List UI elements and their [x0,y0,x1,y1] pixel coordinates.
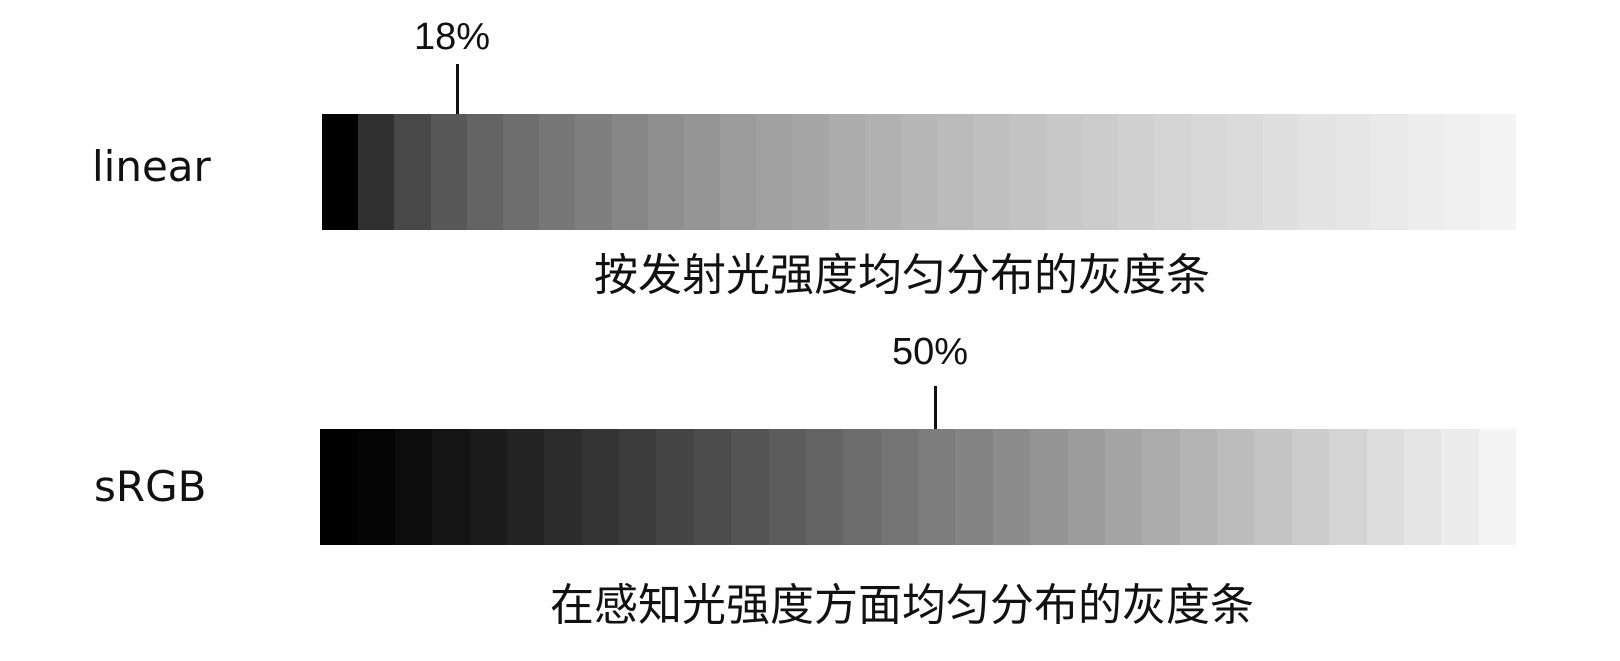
gray-swatch [619,429,657,545]
gray-swatch [1009,114,1046,230]
gray-swatch [1335,114,1372,230]
gray-swatch [430,114,467,230]
gray-swatch [955,429,993,545]
gray-swatch [828,114,865,230]
gray-swatch [466,114,503,230]
gray-swatch [1262,114,1300,230]
linear-caption: 按发射光强度均匀分布的灰度条 [594,250,1210,301]
gray-swatch [432,429,470,545]
gray-swatch [656,429,694,545]
gray-swatch [1190,114,1227,230]
gray-swatch [1030,429,1068,545]
arrow-shaft [934,386,937,444]
gray-swatch [1407,114,1444,230]
gray-swatch [320,429,358,545]
gray-swatch [506,429,545,545]
gray-swatch [647,114,684,230]
gray-swatch [1480,114,1517,230]
gray-swatch [611,114,648,230]
gray-swatch [683,114,721,230]
srgb-marker-label: 50% [892,331,969,373]
gray-swatch [539,114,576,230]
gray-swatch [1142,429,1180,545]
gray-swatch [1254,429,1292,545]
gray-swatch [1179,429,1217,545]
gray-swatch [1403,429,1442,545]
gray-swatch [1104,429,1143,545]
gray-swatch [1366,429,1404,545]
srgb-row-label: sRGB [94,462,207,511]
gray-swatch [693,429,732,545]
gray-swatch [581,429,619,545]
gray-swatch [901,114,938,230]
gray-swatch [575,114,612,230]
gray-swatch [973,114,1010,230]
gray-swatch [1118,114,1155,230]
gray-swatch [1154,114,1191,230]
gray-swatch [1291,429,1330,545]
gray-swatch [720,114,757,230]
gray-swatch [768,429,806,545]
linear-gradient-bar [322,114,1517,230]
gray-swatch [357,429,395,545]
gray-swatch [937,114,974,230]
gray-swatch [1443,114,1480,230]
gray-swatch [1217,429,1255,545]
gray-swatch [992,429,1031,545]
gray-swatch [1441,429,1479,545]
gray-swatch [358,114,395,230]
gray-swatch [1478,429,1516,545]
gray-swatch [322,114,359,230]
gray-swatch [880,429,918,545]
gray-swatch [1371,114,1408,230]
srgb-gradient-bar [320,429,1516,545]
gray-swatch [1226,114,1263,230]
gray-swatch [864,114,901,230]
gray-swatch [469,429,507,545]
gray-swatch [731,429,769,545]
gray-swatch [394,114,431,230]
gray-swatch [1081,114,1119,230]
gray-swatch [394,429,433,545]
gray-swatch [544,429,582,545]
gray-swatch [918,429,956,545]
gray-swatch [1329,429,1367,545]
linear-marker-label: 18% [414,16,491,58]
gray-swatch [1299,114,1336,230]
gray-swatch [502,114,540,230]
gray-swatch [1045,114,1082,230]
srgb-caption: 在感知光强度方面均匀分布的灰度条 [550,580,1254,631]
gray-swatch [792,114,829,230]
gray-swatch [843,429,881,545]
gray-swatch [805,429,844,545]
linear-row-label: linear [92,142,211,191]
gray-swatch [756,114,793,230]
gray-swatch [1067,429,1105,545]
